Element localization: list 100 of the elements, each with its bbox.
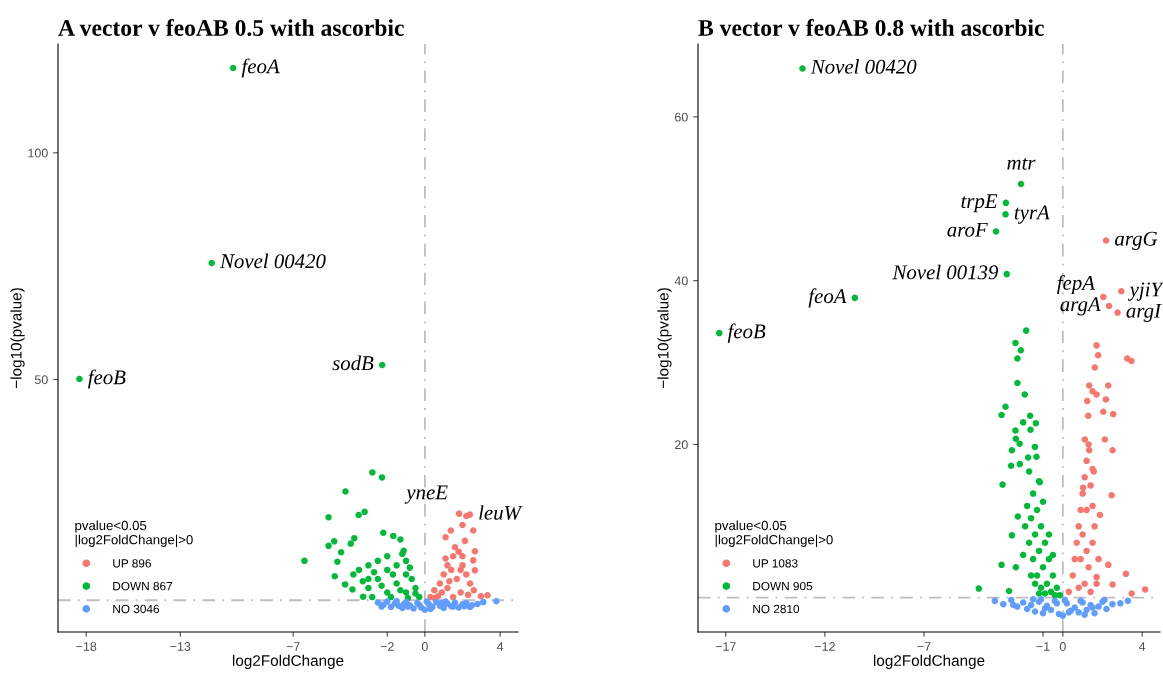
point — [325, 542, 332, 550]
y-tick-label: 100 — [28, 148, 48, 158]
point — [1039, 609, 1047, 617]
point — [1019, 599, 1027, 606]
point — [389, 571, 397, 578]
legend-label: DOWN 867 — [113, 581, 173, 591]
point — [402, 571, 410, 578]
x-tick-label: −2 — [380, 642, 394, 651]
point — [484, 592, 491, 599]
point — [1089, 502, 1096, 510]
point — [383, 598, 391, 605]
point — [374, 557, 382, 565]
point — [461, 537, 469, 545]
point — [1079, 490, 1086, 497]
point — [361, 508, 368, 516]
point — [402, 557, 410, 565]
point — [444, 584, 451, 592]
y-tick-label: 60 — [675, 112, 688, 122]
point — [383, 553, 391, 560]
point — [1008, 596, 1015, 604]
point — [229, 64, 237, 72]
point — [330, 538, 338, 545]
annotation: feoA — [808, 288, 847, 308]
annotation: aroF — [947, 222, 988, 237]
point — [447, 566, 455, 574]
point — [341, 581, 349, 588]
point — [455, 548, 462, 556]
point — [351, 534, 358, 542]
point — [1091, 609, 1098, 617]
point — [1083, 606, 1090, 614]
point — [378, 361, 386, 369]
annotation: trpE — [961, 194, 998, 213]
point — [1100, 408, 1107, 415]
point — [1089, 539, 1096, 546]
point — [1102, 396, 1110, 403]
point — [1087, 588, 1094, 596]
x-tick-label: 4 — [496, 642, 504, 651]
point — [449, 593, 457, 601]
point — [374, 575, 382, 583]
point — [1010, 601, 1017, 609]
point — [406, 564, 414, 571]
point — [1117, 600, 1124, 607]
point — [1093, 391, 1100, 398]
point — [355, 511, 362, 519]
point — [1128, 357, 1135, 365]
point — [331, 572, 339, 580]
annotation: feoB — [88, 369, 126, 389]
point — [463, 571, 470, 578]
point — [1091, 523, 1098, 530]
annotation: yjiY — [1127, 282, 1163, 301]
x-tick-label: 0 — [421, 642, 428, 651]
point — [477, 592, 485, 600]
chart-title: A vector v feoAB 0.5 with ascorbic — [58, 19, 404, 36]
y-tick-label: 40 — [674, 276, 688, 286]
point — [453, 575, 461, 583]
point — [365, 562, 372, 569]
annotation: Novel 00420 — [219, 253, 326, 269]
point — [1093, 342, 1100, 349]
point — [442, 533, 449, 541]
point — [1081, 436, 1089, 443]
point — [1075, 584, 1082, 592]
annotation: feoB — [727, 323, 766, 343]
point — [471, 548, 479, 555]
point — [412, 590, 419, 597]
point — [459, 521, 466, 529]
point — [1109, 446, 1116, 454]
point — [469, 527, 477, 534]
chart-title: B vector v feoAB 0.8 with ascorbic — [698, 19, 1044, 36]
y-tick-label: 50 — [34, 375, 48, 385]
point — [393, 580, 400, 587]
y-tick-label: 20 — [675, 440, 688, 450]
point — [1027, 601, 1035, 609]
point — [1101, 436, 1109, 443]
point — [342, 488, 349, 495]
annotation: fepA — [1057, 275, 1096, 295]
point — [1071, 604, 1078, 611]
annotation: feoA — [241, 58, 280, 78]
legend-label: UP 896 — [113, 559, 151, 568]
point — [455, 510, 463, 517]
point — [350, 571, 357, 578]
point — [1104, 382, 1112, 389]
point — [459, 553, 466, 560]
point — [1079, 531, 1086, 538]
point — [1108, 491, 1115, 499]
point — [457, 589, 464, 596]
point — [410, 605, 417, 612]
legend-label: NO 3046 — [113, 604, 160, 614]
point — [1105, 302, 1113, 310]
annotation: leuW — [479, 505, 523, 520]
point — [380, 529, 387, 536]
x-axis-title: log2FoldChange — [873, 654, 985, 670]
point — [374, 599, 382, 606]
point — [208, 259, 215, 267]
annotation: mtr — [1007, 157, 1036, 170]
x-axis-title: log2FoldChange — [232, 654, 344, 670]
point — [402, 589, 410, 596]
point — [393, 562, 400, 569]
point — [387, 593, 395, 601]
annotation: tyrA — [1014, 205, 1050, 224]
point — [349, 586, 356, 593]
